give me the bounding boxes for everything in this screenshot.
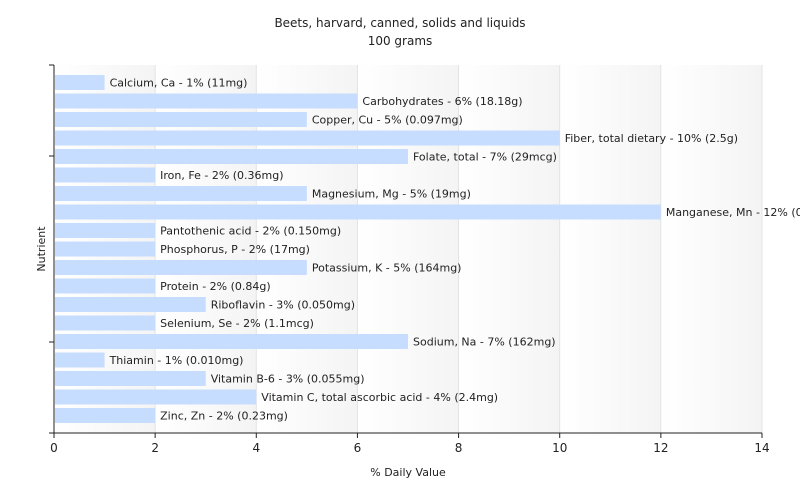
- x-tick-label: 0: [50, 441, 58, 455]
- chart-title: Beets, harvard, canned, solids and liqui…: [274, 16, 525, 30]
- bar: [55, 352, 105, 368]
- bar-label: Zinc, Zn - 2% (0.23mg): [160, 410, 288, 423]
- x-tick-label: 2: [151, 441, 159, 455]
- bar: [55, 334, 408, 349]
- bar-label: Protein - 2% (0.84g): [160, 280, 271, 293]
- bar: [55, 408, 156, 423]
- bar: [55, 186, 307, 201]
- bar: [55, 167, 156, 183]
- bar-label: Copper, Cu - 5% (0.097mg): [312, 114, 463, 127]
- grid-band: [660, 65, 762, 433]
- bar-label: Carbohydrates - 6% (18.18g): [362, 95, 522, 108]
- bar-label: Manganese, Mn - 12% (0.241mg): [666, 206, 800, 219]
- bar: [55, 75, 105, 90]
- bar: [55, 278, 156, 294]
- x-axis-label: % Daily Value: [370, 466, 446, 479]
- bar-label: Pantothenic acid - 2% (0.150mg): [160, 225, 341, 238]
- bar-label: Calcium, Ca - 1% (11mg): [110, 77, 248, 90]
- bar-label: Vitamin B-6 - 3% (0.055mg): [211, 373, 365, 386]
- bar-label: Thiamin - 1% (0.010mg): [109, 354, 244, 367]
- bar: [55, 149, 408, 164]
- bar: [55, 112, 307, 127]
- bar: [55, 315, 156, 331]
- x-tick-label: 12: [653, 441, 668, 455]
- bar: [55, 223, 156, 238]
- bar-label: Magnesium, Mg - 5% (19mg): [312, 188, 471, 201]
- x-tick-label: 8: [455, 441, 463, 455]
- bar-label: Phosphorus, P - 2% (17mg): [160, 243, 310, 256]
- bar: [55, 93, 358, 109]
- bar: [55, 204, 661, 220]
- bar-label: Vitamin C, total ascorbic acid - 4% (2.4…: [261, 391, 498, 404]
- x-tick-label: 10: [552, 441, 567, 455]
- bar: [55, 260, 307, 275]
- bar: [55, 241, 156, 257]
- bar-label: Sodium, Na - 7% (162mg): [413, 336, 556, 349]
- bar-label: Iron, Fe - 2% (0.36mg): [160, 169, 283, 182]
- bar-label: Potassium, K - 5% (164mg): [312, 262, 462, 275]
- bar: [55, 389, 257, 405]
- bar: [55, 130, 560, 146]
- axes: 0 2 4 6 8 10 12 14: [49, 64, 770, 455]
- bar: [55, 297, 206, 312]
- x-tick-label: 4: [252, 441, 260, 455]
- x-tick-label: 6: [354, 441, 362, 455]
- bar-label: Folate, total - 7% (29mcg): [413, 151, 557, 164]
- chart-subtitle: 100 grams: [368, 34, 433, 48]
- x-tick-label: 14: [754, 441, 769, 455]
- y-axis-label: Nutrient: [35, 226, 48, 272]
- bar-label: Selenium, Se - 2% (1.1mcg): [160, 317, 314, 330]
- grid-band: [559, 65, 661, 433]
- grid-band: [357, 65, 459, 433]
- bars: Calcium, Ca - 1% (11mg) Carbohydrates - 6…: [55, 75, 800, 423]
- bar-label: Fiber, total dietary - 10% (2.5g): [565, 132, 738, 145]
- bar-label: Riboflavin - 3% (0.050mg): [211, 299, 355, 312]
- bar: [55, 371, 206, 386]
- grid-band: [458, 65, 560, 433]
